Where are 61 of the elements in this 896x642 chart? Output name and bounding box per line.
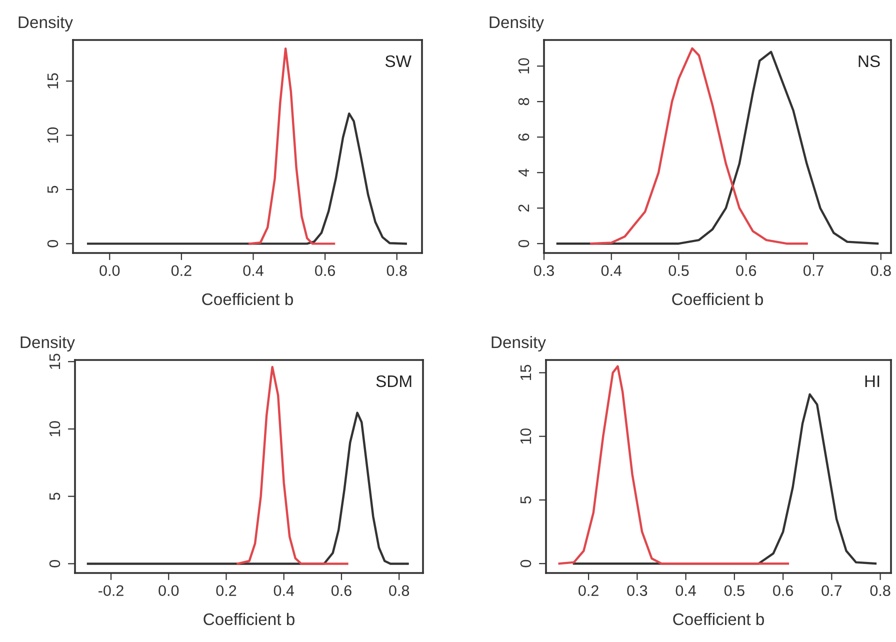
annotation: NS [858, 55, 880, 68]
y-tick-label: 10 [47, 127, 58, 143]
x-tick-label: 0.4 [274, 585, 294, 596]
x-axis-title: Coefficient b [672, 292, 763, 306]
x-tick-label: -0.2 [98, 585, 124, 596]
x-tick-label: 0.6 [331, 585, 352, 596]
line-series [86, 412, 409, 565]
x-tick-label: 0.8 [870, 585, 890, 596]
x-tick-label: 0.6 [736, 265, 756, 276]
annotation: SDM [376, 375, 412, 388]
x-tick-label: 0.7 [822, 585, 842, 596]
y-axis-title: Density [490, 16, 544, 32]
line-series [248, 47, 336, 245]
x-axis-title: Coefficient b [204, 612, 294, 626]
x-tick-label: 0.8 [386, 265, 407, 276]
x-tick-label: 0.2 [216, 585, 236, 596]
y-tick-label: 0 [49, 560, 60, 568]
y-tick-label: 10 [520, 428, 532, 444]
x-tick-label: 0.6 [315, 265, 336, 276]
line-series [86, 112, 407, 245]
y-tick-label: 6 [518, 134, 530, 141]
x-tick-label: 0.0 [100, 265, 120, 276]
y-axis-title: Density [20, 336, 75, 352]
annotation: SW [385, 55, 412, 68]
y-axis-title: Density [492, 336, 546, 352]
x-tick-label: 0.4 [601, 265, 622, 276]
line-series [556, 50, 879, 245]
y-tick-label: 0 [47, 240, 58, 248]
y-tick-label: 5 [520, 496, 532, 504]
x-tick-label: 0.2 [578, 585, 598, 596]
y-tick-label: 5 [50, 492, 60, 500]
x-tick-label: 0.8 [389, 585, 410, 596]
line-series [558, 365, 790, 565]
x-tick-label: 0.4 [243, 265, 264, 276]
x-axis-title: Coefficient b [202, 292, 293, 306]
x-tick-label: 0.3 [534, 265, 554, 276]
line-series [590, 47, 808, 245]
y-tick-label: 15 [520, 364, 532, 380]
y-tick-label: 10 [49, 421, 60, 436]
y-tick-label: 15 [48, 73, 58, 88]
x-tick-label: 0.6 [773, 585, 793, 596]
y-tick-label: 5 [48, 186, 58, 194]
x-tick-label: 0.0 [158, 585, 179, 596]
x-tick-label: 0.5 [724, 585, 744, 596]
y-tick-label: 0 [520, 560, 532, 568]
x-tick-label: 0.5 [668, 265, 689, 276]
y-tick-label: 10 [518, 58, 530, 74]
x-axis-title: Coefficient b [673, 612, 764, 626]
x-tick-label: 0.3 [627, 585, 648, 596]
y-axis-title: Density [18, 16, 73, 32]
line-series [236, 366, 348, 565]
y-tick-label: 2 [518, 204, 530, 212]
x-tick-label: 0.7 [803, 265, 824, 276]
x-tick-label: 0.8 [870, 265, 891, 276]
x-tick-label: 0.4 [676, 585, 696, 596]
y-tick-label: 0 [518, 240, 530, 248]
annotation: HI [865, 376, 880, 387]
x-tick-label: 0.2 [171, 265, 192, 276]
y-tick-label: 8 [518, 98, 530, 106]
y-tick-label: 15 [50, 354, 60, 369]
y-tick-label: 4 [518, 168, 530, 176]
